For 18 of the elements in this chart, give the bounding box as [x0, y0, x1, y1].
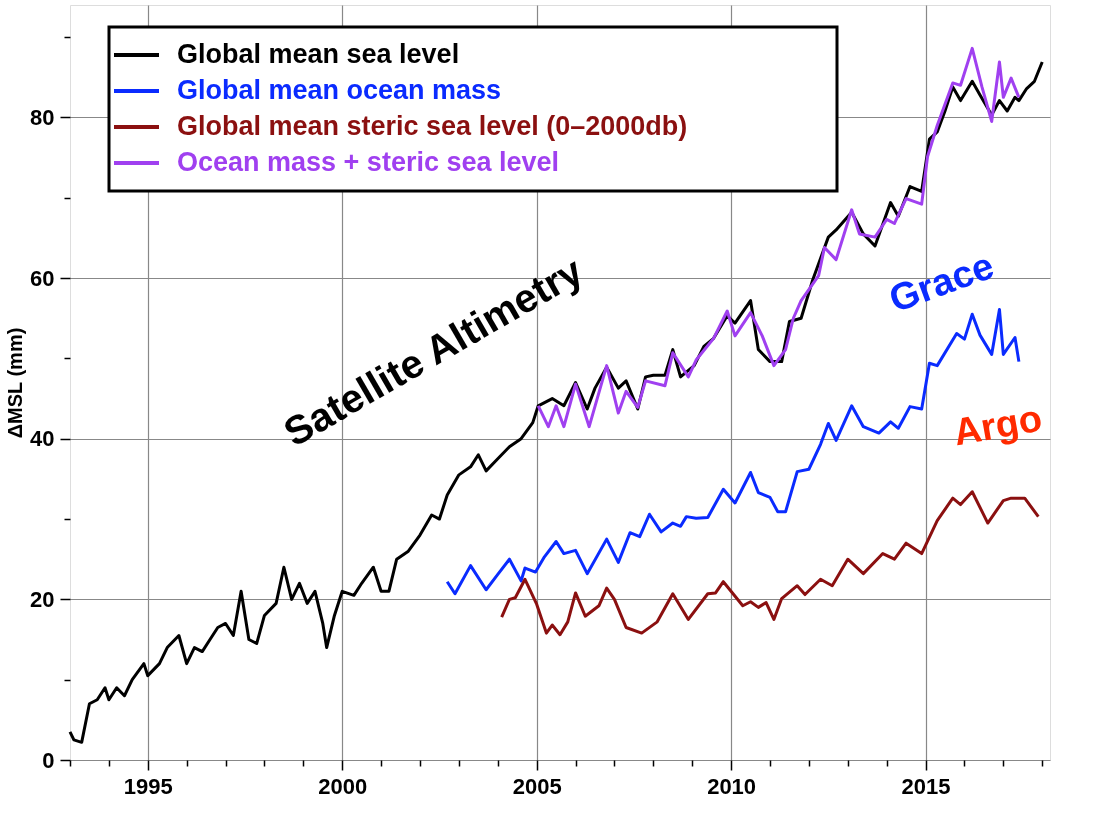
annotation: Grace	[883, 243, 1000, 321]
line-series	[500, 490, 1040, 637]
legend-label: Global mean ocean mass	[177, 75, 502, 105]
x-tick-label: 2015	[901, 773, 951, 799]
legend-label: Global mean sea level	[177, 39, 460, 69]
annotation: Argo	[950, 396, 1045, 454]
x-tick-label: 2005	[512, 773, 562, 799]
y-tick-label: 60	[30, 265, 55, 291]
y-tick-label: 40	[30, 426, 55, 452]
y-axis-title: ΔMSL (mm)	[4, 327, 27, 439]
legend-label: Global mean steric sea level (0–2000db)	[177, 111, 688, 141]
legend-label: Ocean mass + steric sea level	[177, 147, 560, 177]
y-tick-label: 80	[30, 104, 55, 130]
y-tick-label: 20	[30, 586, 55, 612]
x-tick-label: 2010	[707, 773, 757, 799]
x-tick-label: 1995	[123, 773, 173, 799]
x-tick-label: 2000	[318, 773, 368, 799]
y-tick-label: 0	[42, 747, 55, 773]
